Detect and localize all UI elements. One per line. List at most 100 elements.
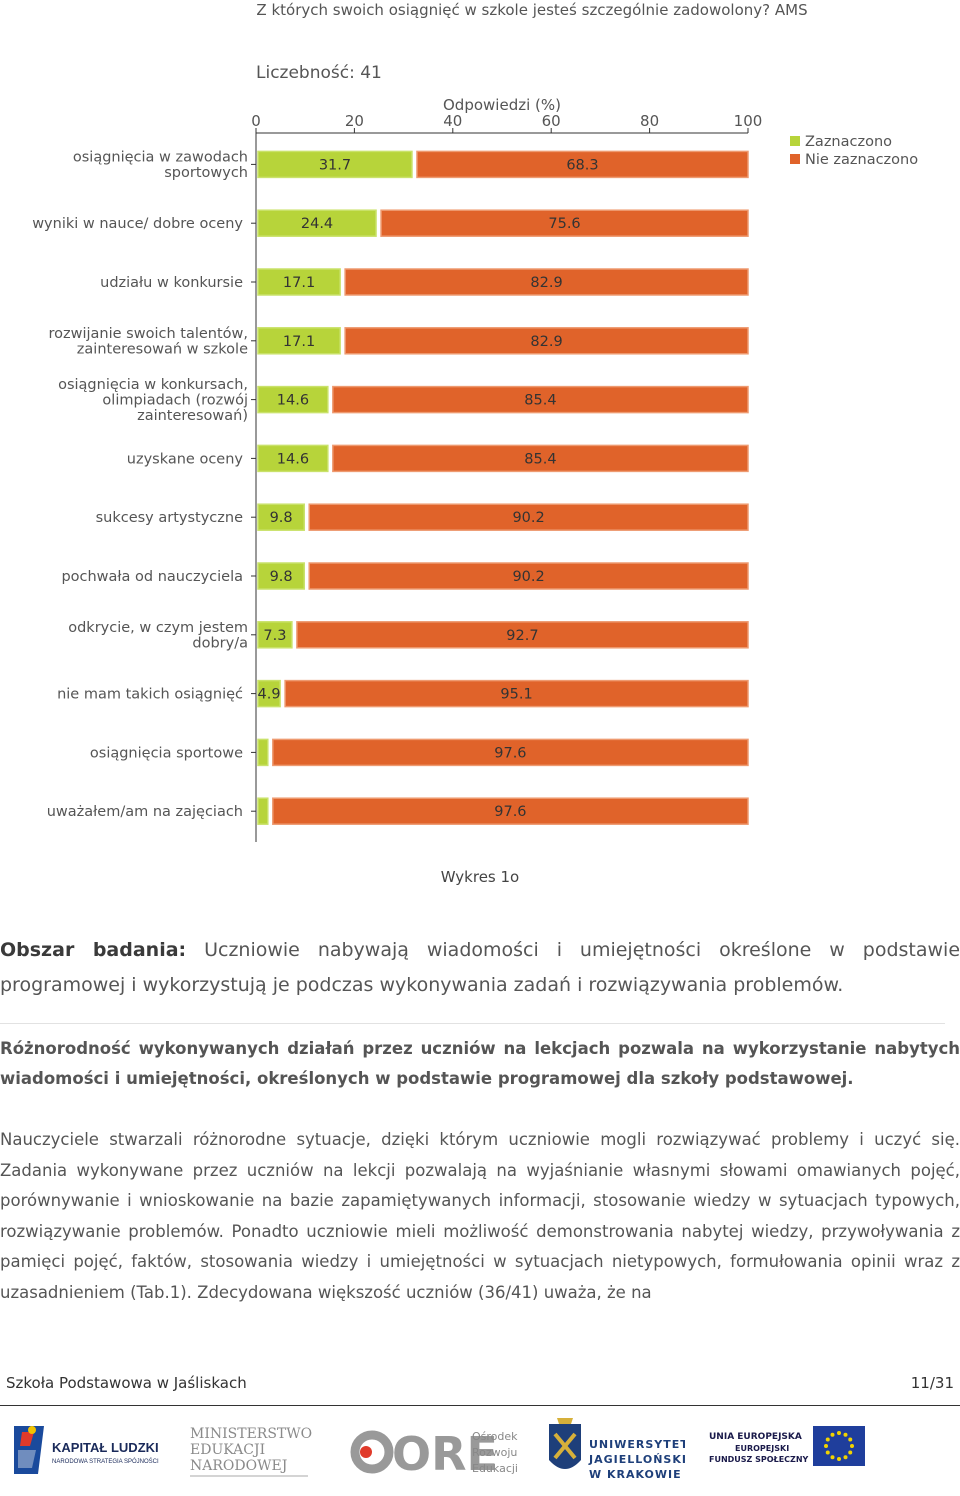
bar-label-zaznaczono: 14.6 — [277, 451, 309, 467]
bar-label-zaznaczono: 9.8 — [270, 569, 293, 585]
bar-label-nie-zaznaczono: 75.6 — [548, 216, 580, 232]
uj-line3: W KRAKOWIE — [589, 1468, 682, 1481]
x-tick-label: 100 — [734, 112, 763, 130]
chart-subtitle: Liczebność: 41 — [256, 63, 382, 83]
ue-line3: FUNDUSZ SPOŁECZNY — [709, 1455, 809, 1464]
bar-label-nie-zaznaczono: 95.1 — [500, 687, 532, 703]
bar-label-nie-zaznaczono: 85.4 — [524, 451, 556, 467]
men-line3: NARODOWEJ — [190, 1458, 287, 1474]
category-label: dobry/a — [192, 636, 248, 652]
kapital-line1: KAPITAŁ LUDZKI — [52, 1440, 159, 1455]
category-label: rozwijanie swoich talentów, — [49, 326, 249, 342]
category-label: olimpiadach (rozwój — [102, 393, 248, 409]
bar-zaznaczono — [257, 797, 269, 825]
sponsor-logos: KAPITAŁ LUDZKI NARODOWA STRATEGIA SPÓJNO… — [0, 1412, 960, 1496]
men-line2: EDUKACJI — [190, 1442, 265, 1458]
x-tick-label: 40 — [443, 112, 462, 130]
bar-zaznaczono — [257, 738, 269, 767]
category-label: odkrycie, w czym jestem — [68, 620, 248, 636]
eu-star — [843, 1455, 848, 1460]
ore-logo: ORE Ośrodek Rozwoju Edukacji — [350, 1412, 525, 1492]
x-axis-label: Odpowiedzi (%) — [443, 96, 561, 114]
eu-star — [830, 1455, 835, 1460]
bar-label-nie-zaznaczono: 90.2 — [512, 569, 544, 585]
bar-nie-zaznaczono — [332, 444, 749, 473]
bar-nie-zaznaczono — [296, 621, 749, 649]
bar-label-nie-zaznaczono: 68.3 — [566, 157, 598, 173]
category-label: wyniki w nauce/ dobre oceny — [32, 216, 243, 232]
kapital-ludzki-logo: KAPITAŁ LUDZKI NARODOWA STRATEGIA SPÓJNO… — [8, 1412, 173, 1492]
x-tick-label: 80 — [640, 112, 659, 130]
bar-zaznaczono — [257, 268, 341, 296]
bar-nie-zaznaczono — [308, 562, 749, 590]
footer-divider — [0, 1405, 960, 1406]
bar-nie-zaznaczono — [380, 209, 749, 237]
ore-line2: Rozwoju — [472, 1446, 517, 1459]
eu-star — [830, 1432, 835, 1437]
category-label: pochwała od nauczyciela — [61, 569, 243, 585]
eu-star — [850, 1444, 854, 1448]
bar-zaznaczono — [257, 209, 377, 237]
bar-zaznaczono — [257, 679, 281, 708]
bar-label-zaznaczono: 17.1 — [283, 334, 315, 350]
category-label: udziału w konkursie — [100, 275, 243, 291]
footer-page-number: 11/31 — [910, 1374, 954, 1392]
eu-star — [825, 1437, 830, 1442]
eu-star — [825, 1450, 830, 1455]
chart-caption: Wykres 1o — [440, 868, 520, 886]
legend-swatch — [790, 136, 800, 146]
uj-line1: UNIWERSYTET — [589, 1438, 685, 1451]
ore-big: ORE — [392, 1427, 498, 1481]
ue-line1: UNIA EUROPEJSKA — [709, 1432, 802, 1442]
ue-logo: UNIA EUROPEJSKA EUROPEJSKI FUNDUSZ SPOŁE… — [705, 1412, 870, 1492]
bar-nie-zaznaczono — [308, 503, 749, 531]
uj-logo: UNIWERSYTET JAGIELLOŃSKI W KRAKOWIE — [545, 1412, 688, 1492]
bar-zaznaczono — [257, 150, 413, 179]
eu-star — [848, 1437, 853, 1442]
legend-label: Nie zaznaczono — [805, 152, 918, 168]
eu-star — [848, 1450, 853, 1455]
bar-label-nie-zaznaczono: 97.6 — [494, 804, 526, 820]
bar-label-nie-zaznaczono: 85.4 — [524, 393, 556, 409]
eu-star — [843, 1432, 848, 1437]
bar-label-nie-zaznaczono: 82.9 — [530, 334, 562, 350]
bar-zaznaczono — [257, 385, 329, 414]
category-label: osiągnięcia sportowe — [90, 745, 243, 761]
bar-label-zaznaczono: 4.9 — [258, 687, 281, 703]
bar-nie-zaznaczono — [344, 327, 749, 355]
bar-nie-zaznaczono — [332, 385, 749, 414]
category-label: uważałem/am na zajęciach — [47, 804, 243, 820]
divider — [0, 1023, 945, 1024]
bar-label-zaznaczono: 17.1 — [283, 275, 315, 291]
uj-line2: JAGIELLOŃSKI — [588, 1453, 685, 1466]
bar-chart: Z których swoich osiągnięć w szkole jest… — [32, 1, 918, 842]
bar-label-zaznaczono: 31.7 — [319, 157, 351, 173]
bar-label-zaznaczono: 7.3 — [263, 628, 286, 644]
bar-label-nie-zaznaczono: 90.2 — [512, 510, 544, 526]
bar-nie-zaznaczono — [272, 797, 749, 825]
chart-title: Z których swoich osiągnięć w szkole jest… — [256, 1, 807, 19]
bar-zaznaczono — [257, 621, 293, 649]
category-label: sportowych — [164, 165, 248, 181]
kapital-line2: NARODOWA STRATEGIA SPÓJNOŚCI — [52, 1457, 159, 1465]
conclusion-heading: Różnorodność wykonywanych działań przez … — [0, 1039, 960, 1088]
x-tick-label: 60 — [542, 112, 561, 130]
bar-label-zaznaczono: 14.6 — [277, 393, 309, 409]
ore-line1: Ośrodek — [472, 1430, 518, 1443]
eu-star — [824, 1444, 828, 1448]
legend-swatch — [790, 154, 800, 164]
x-tick-label: 0 — [251, 112, 261, 130]
ue-line2: EUROPEJSKI — [735, 1444, 789, 1453]
men-logo: MINISTERSTWO EDUKACJI NARODOWEJ — [188, 1412, 313, 1492]
category-label: zainteresowań) — [137, 408, 248, 424]
body-paragraph: Nauczyciele stwarzali różnorodne sytuacj… — [0, 1130, 960, 1302]
bar-zaznaczono — [257, 327, 341, 355]
research-area-label: Obszar badania: — [0, 939, 187, 961]
bar-zaznaczono — [257, 503, 305, 531]
x-tick-label: 20 — [345, 112, 364, 130]
footer-school: Szkoła Podstawowa w Jaśliskach — [6, 1374, 247, 1392]
bar-nie-zaznaczono — [416, 150, 749, 179]
bar-label-zaznaczono: 9.8 — [270, 510, 293, 526]
men-line1: MINISTERSTWO — [190, 1426, 312, 1442]
ore-line3: Edukacji — [472, 1462, 518, 1475]
